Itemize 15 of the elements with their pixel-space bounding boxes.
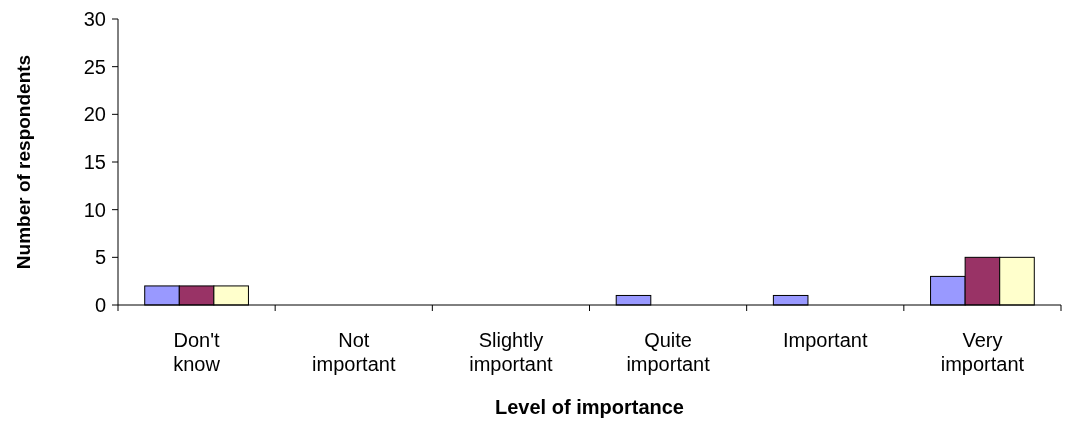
x-tick-label: Very important (940, 329, 1025, 375)
y-tick-label: 0 (94, 294, 106, 316)
y-tick-label: 10 (83, 198, 106, 221)
x-tick-label: Not important (312, 329, 396, 375)
x-tick-label: Important (783, 329, 868, 351)
y-tick-label: 30 (83, 8, 106, 30)
x-tick-label: Slightly important (469, 329, 554, 375)
y-axis-title: Number of respondents (13, 54, 34, 270)
x-tick-label: Don't know (173, 329, 221, 375)
y-tick-label: 20 (83, 103, 106, 126)
x-axis-title: Level of importance (495, 396, 684, 418)
y-tick-label: 5 (94, 246, 106, 269)
y-tick-label: 25 (83, 55, 106, 78)
y-tick-label: 15 (83, 151, 106, 173)
x-tick-label: Quite important (626, 329, 711, 375)
